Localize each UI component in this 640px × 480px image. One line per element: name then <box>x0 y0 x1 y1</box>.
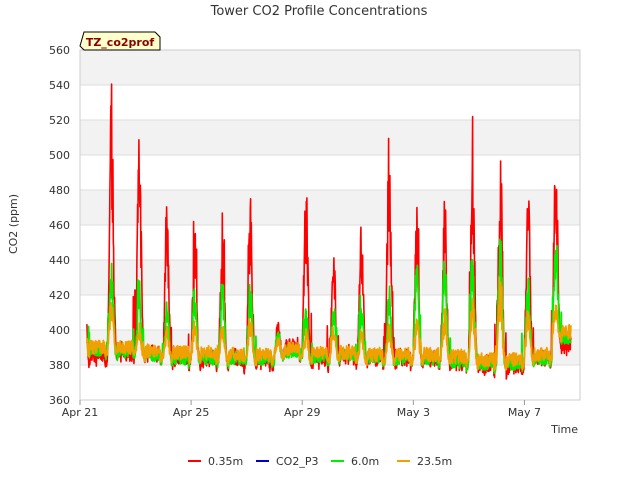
y-tick-label: 440 <box>49 254 70 267</box>
y-tick-label: 360 <box>49 394 70 407</box>
grid-band <box>80 190 580 225</box>
y-tick-label: 400 <box>49 324 70 337</box>
x-axis-title: Time <box>550 423 578 436</box>
y-tick-label: 520 <box>49 114 70 127</box>
y-tick-label: 420 <box>49 289 70 302</box>
plot-border <box>79 49 581 401</box>
legend-label: 0.35m <box>208 455 243 468</box>
badge-label: TZ_co2prof <box>86 36 155 49</box>
legend-label: 23.5m <box>417 455 452 468</box>
y-tick-label: 560 <box>49 44 70 57</box>
badge: TZ_co2prof <box>79 31 161 51</box>
badge-box <box>79 31 161 51</box>
y-tick-label: 460 <box>49 219 70 232</box>
legend: 0.35m CO2_P3 6.0m 23.5m <box>188 455 452 468</box>
y-tick-label: 540 <box>49 79 70 92</box>
x-axis-ticks: Apr 21 Apr 25 Apr 29 May 3 May 7 <box>62 400 541 419</box>
y-tick-label: 500 <box>49 149 70 162</box>
x-tick-label: Apr 29 <box>284 406 321 419</box>
x-tick-label: Apr 25 <box>173 406 210 419</box>
y-axis-ticks: 360 380 400 420 440 460 480 500 520 540 560 <box>49 44 70 407</box>
y-tick-label: 480 <box>49 184 70 197</box>
legend-label: 6.0m <box>351 455 379 468</box>
y-axis-title: CO2 (ppm) <box>7 194 20 254</box>
x-tick-label: May 7 <box>508 406 541 419</box>
x-tick-label: May 3 <box>397 406 430 419</box>
grid-band <box>80 50 580 85</box>
y-tick-label: 380 <box>49 359 70 372</box>
legend-label: CO2_P3 <box>276 455 318 468</box>
chart-title: Tower CO2 Profile Concentrations <box>210 4 428 19</box>
x-tick-label: Apr 21 <box>62 406 99 419</box>
grid-band <box>80 120 580 155</box>
series-layer <box>86 83 572 380</box>
series-line-23-5m <box>86 276 572 372</box>
grid-band <box>80 260 580 295</box>
